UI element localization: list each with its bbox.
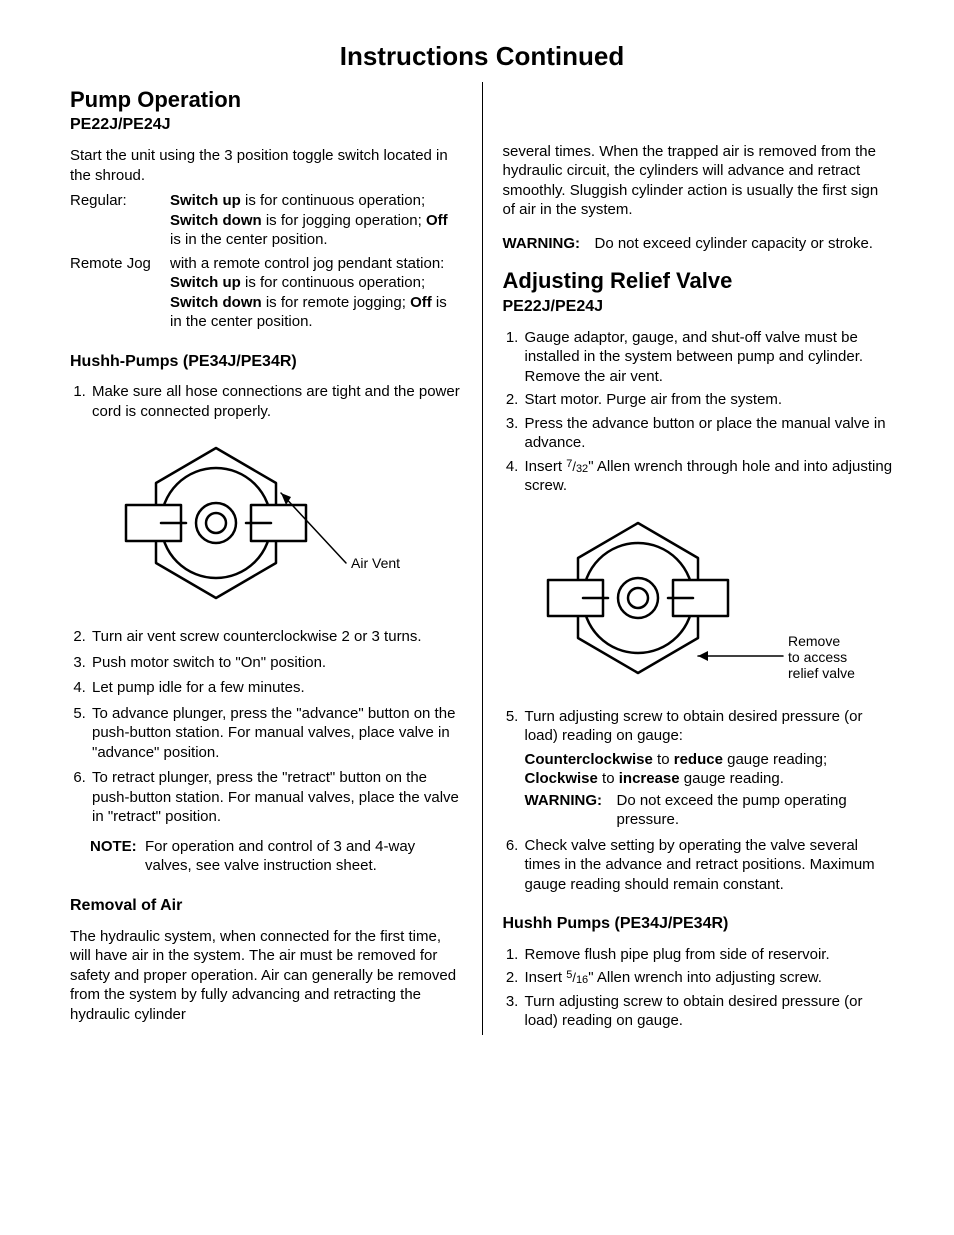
- adjust-steps-list: Gauge adaptor, gauge, and shut-off valve…: [503, 328, 895, 496]
- switch-up-label: Switch up: [170, 274, 241, 291]
- adjusting-relief-valve-models: PE22J/PE24J: [503, 297, 895, 318]
- pump-diagram-2: Remove to access relief valve: [503, 508, 895, 693]
- list-item: Check valve setting by operating the val…: [523, 836, 895, 895]
- switch-down-label: Switch down: [170, 212, 262, 229]
- colon: :: [597, 792, 602, 809]
- off-label: Off: [410, 294, 432, 311]
- fraction: 7/32: [566, 458, 588, 475]
- removal-of-air-text: The hydraulic system, when connected for…: [70, 927, 462, 1025]
- regular-label: Regular:: [70, 191, 170, 250]
- pump-operation-heading: Pump Operation: [70, 86, 462, 115]
- right-column: several times. When the trapped air is r…: [482, 82, 895, 1035]
- text: Turn adjusting screw to obtain desired p…: [525, 708, 863, 745]
- page-title: Instructions Continued: [70, 40, 894, 74]
- hushh-2-steps-list: Remove flush pipe plug from side of rese…: [503, 945, 895, 1031]
- text: Insert: [525, 969, 567, 986]
- text: to: [653, 751, 674, 768]
- text: " Allen wrench into adjusting screw.: [588, 969, 822, 986]
- list-item: To retract plunger, press the "retract" …: [90, 768, 462, 827]
- text: is for remote jogging;: [262, 294, 410, 311]
- warning-word: WARNING: [525, 792, 598, 809]
- note-word: NOTE: [90, 838, 132, 855]
- frac-den: 16: [576, 974, 588, 986]
- warning-text: Do not exceed the pump operating pressur…: [617, 791, 895, 830]
- regular-body: Switch up is for continuous operation; S…: [170, 191, 462, 250]
- list-item: Start motor. Purge air from the system.: [523, 390, 895, 410]
- text: gauge reading.: [680, 770, 784, 787]
- adjust-steps-list-cont: Turn adjusting screw to obtain desired p…: [503, 707, 895, 895]
- list-item: Insert 7/32" Allen wrench through hole a…: [523, 457, 895, 496]
- list-item: Turn adjusting screw to obtain desired p…: [523, 992, 895, 1031]
- warning-block-1: WARNING: Do not exceed cylinder capacity…: [503, 234, 895, 254]
- pump-diagram-1: Air Vent: [70, 433, 462, 613]
- fraction: 5/16: [566, 969, 588, 986]
- regular-row: Regular: Switch up is for continuous ope…: [70, 191, 462, 250]
- list-item: Remove flush pipe plug from side of rese…: [523, 945, 895, 965]
- text: gauge reading;: [723, 751, 827, 768]
- hushh-steps-list-cont: Turn air vent screw counterclockwise 2 o…: [70, 627, 462, 827]
- hushh-steps-list: Make sure all hose connections are tight…: [70, 382, 462, 421]
- diagram2-label-1: Remove: [788, 633, 840, 649]
- frac-den: 32: [576, 463, 588, 475]
- text: to: [598, 770, 619, 787]
- remote-jog-body: with a remote control jog pendant statio…: [170, 254, 462, 332]
- pump-op-intro: Start the unit using the 3 position togg…: [70, 146, 462, 185]
- reduce-label: reduce: [674, 751, 723, 768]
- removal-continuation: several times. When the trapped air is r…: [503, 142, 895, 220]
- list-item: Insert 5/16" Allen wrench into adjusting…: [523, 968, 895, 988]
- switch-up-label: Switch up: [170, 192, 241, 209]
- list-item: Turn air vent screw counterclockwise 2 o…: [90, 627, 462, 647]
- switch-down-label: Switch down: [170, 294, 262, 311]
- diagram2-label-2: to access: [788, 649, 847, 665]
- left-column: Pump Operation PE22J/PE24J Start the uni…: [70, 82, 482, 1035]
- text: is for jogging operation;: [262, 212, 426, 229]
- diagram2-label-3: relief valve: [788, 665, 855, 681]
- list-item: Gauge adaptor, gauge, and shut-off valve…: [523, 328, 895, 387]
- text: is for continuous operation;: [241, 274, 425, 291]
- list-item: Press the advance button or place the ma…: [523, 414, 895, 453]
- remote-jog-row: Remote Jog with a remote control jog pen…: [70, 254, 462, 332]
- hushh-pumps-heading: Hushh-Pumps (PE34J/PE34R): [70, 352, 462, 373]
- off-label: Off: [426, 212, 448, 229]
- text: is in the center position.: [170, 231, 328, 248]
- removal-of-air-heading: Removal of Air: [70, 896, 462, 917]
- note-label: NOTE:: [90, 837, 145, 876]
- warning-label: WARNING:: [525, 791, 617, 830]
- two-column-layout: Pump Operation PE22J/PE24J Start the uni…: [70, 82, 894, 1035]
- note-block: NOTE: For operation and control of 3 and…: [90, 837, 462, 876]
- list-item: Make sure all hose connections are tight…: [90, 382, 462, 421]
- list-item: To advance plunger, press the "advance" …: [90, 704, 462, 763]
- note-text: For operation and control of 3 and 4-way…: [145, 837, 462, 876]
- list-item: Push motor switch to "On" position.: [90, 653, 462, 673]
- air-vent-label: Air Vent: [351, 555, 400, 571]
- pump-operation-models: PE22J/PE24J: [70, 115, 462, 136]
- ccw-label: Counterclockwise: [525, 751, 653, 768]
- text: Insert: [525, 458, 567, 475]
- adjusting-relief-valve-heading: Adjusting Relief Valve: [503, 267, 895, 296]
- hushh-pumps-2-heading: Hushh Pumps (PE34J/PE34R): [503, 914, 895, 935]
- text: is for continuous operation;: [241, 192, 425, 209]
- cw-label: Clockwise: [525, 770, 598, 787]
- warning-label: WARNING:: [503, 234, 595, 254]
- colon: :: [132, 838, 137, 855]
- text: with a remote control jog pendant statio…: [170, 255, 444, 272]
- warning-text: Do not exceed cylinder capacity or strok…: [595, 234, 895, 254]
- list-item: Turn adjusting screw to obtain desired p…: [523, 707, 895, 830]
- list-item: Let pump idle for a few minutes.: [90, 678, 462, 698]
- remote-jog-label: Remote Jog: [70, 254, 170, 332]
- increase-label: increase: [619, 770, 680, 787]
